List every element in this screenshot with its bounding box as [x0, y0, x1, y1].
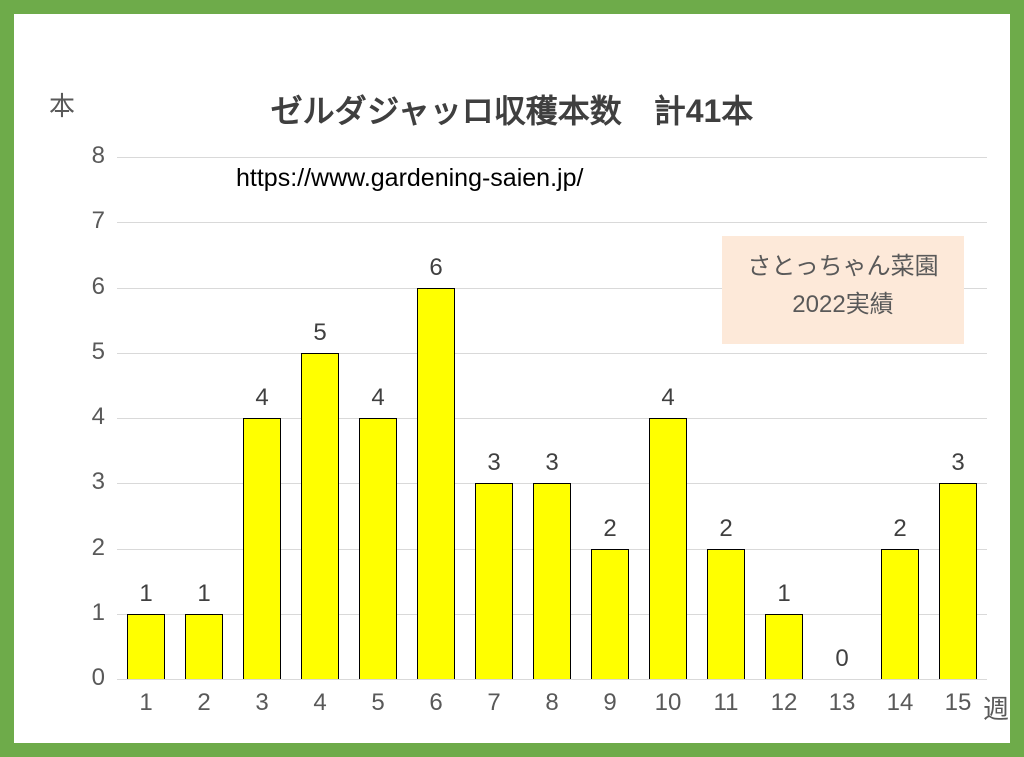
- bar: [707, 549, 745, 680]
- y-tick: 3: [77, 468, 105, 496]
- x-tick: 11: [702, 689, 750, 717]
- y-tick: 0: [77, 664, 105, 692]
- x-tick: 15: [934, 689, 982, 717]
- x-tick: 6: [412, 689, 460, 717]
- bar: [417, 288, 455, 680]
- bar-value-label: 4: [358, 384, 398, 412]
- bar-value-label: 4: [648, 384, 688, 412]
- bar: [359, 418, 397, 679]
- axis-baseline: [117, 679, 987, 680]
- x-axis-label: 週: [983, 689, 1009, 726]
- bar: [185, 614, 223, 679]
- x-tick: 14: [876, 689, 924, 717]
- x-tick: 12: [760, 689, 808, 717]
- y-tick: 5: [77, 338, 105, 366]
- x-tick: 5: [354, 689, 402, 717]
- bar: [765, 614, 803, 679]
- bar: [301, 353, 339, 679]
- bar: [127, 614, 165, 679]
- bar-value-label: 4: [242, 384, 282, 412]
- x-tick: 1: [122, 689, 170, 717]
- x-tick: 9: [586, 689, 634, 717]
- y-tick: 2: [77, 534, 105, 562]
- gridline: [117, 222, 987, 223]
- bar: [243, 418, 281, 679]
- x-tick: 8: [528, 689, 576, 717]
- outer-frame: 本 ゼルダジャッロ収穫本数 計41本 https://www.gardening…: [0, 0, 1024, 757]
- gridline: [117, 353, 987, 354]
- gridline: [117, 157, 987, 158]
- bar-value-label: 5: [300, 319, 340, 347]
- callout-line: さとっちゃん菜園: [732, 248, 954, 286]
- x-tick: 2: [180, 689, 228, 717]
- y-tick: 1: [77, 599, 105, 627]
- x-tick: 10: [644, 689, 692, 717]
- bar-value-label: 6: [416, 254, 456, 282]
- callout-box: さとっちゃん菜園2022実績: [722, 236, 964, 344]
- x-tick: 4: [296, 689, 344, 717]
- bar: [939, 483, 977, 679]
- chart-area: 本 ゼルダジャッロ収穫本数 計41本 https://www.gardening…: [42, 42, 982, 715]
- bar: [881, 549, 919, 680]
- chart-title: ゼルダジャッロ収穫本数 計41本: [42, 86, 982, 132]
- x-tick: 13: [818, 689, 866, 717]
- bar-value-label: 2: [590, 515, 630, 543]
- y-tick: 6: [77, 273, 105, 301]
- y-tick: 8: [77, 142, 105, 170]
- bar-value-label: 1: [764, 580, 804, 608]
- y-tick: 7: [77, 207, 105, 235]
- bar-value-label: 2: [880, 515, 920, 543]
- bar-value-label: 3: [938, 449, 978, 477]
- x-tick: 3: [238, 689, 286, 717]
- callout-line: 2022実績: [732, 286, 954, 324]
- y-tick: 4: [77, 403, 105, 431]
- bar-value-label: 2: [706, 515, 746, 543]
- bar-value-label: 1: [126, 580, 166, 608]
- bar: [533, 483, 571, 679]
- bar-value-label: 3: [474, 449, 514, 477]
- bar: [649, 418, 687, 679]
- bar-value-label: 3: [532, 449, 572, 477]
- x-tick: 7: [470, 689, 518, 717]
- bar-value-label: 0: [822, 645, 862, 673]
- bar: [591, 549, 629, 680]
- bar: [475, 483, 513, 679]
- bar-value-label: 1: [184, 580, 224, 608]
